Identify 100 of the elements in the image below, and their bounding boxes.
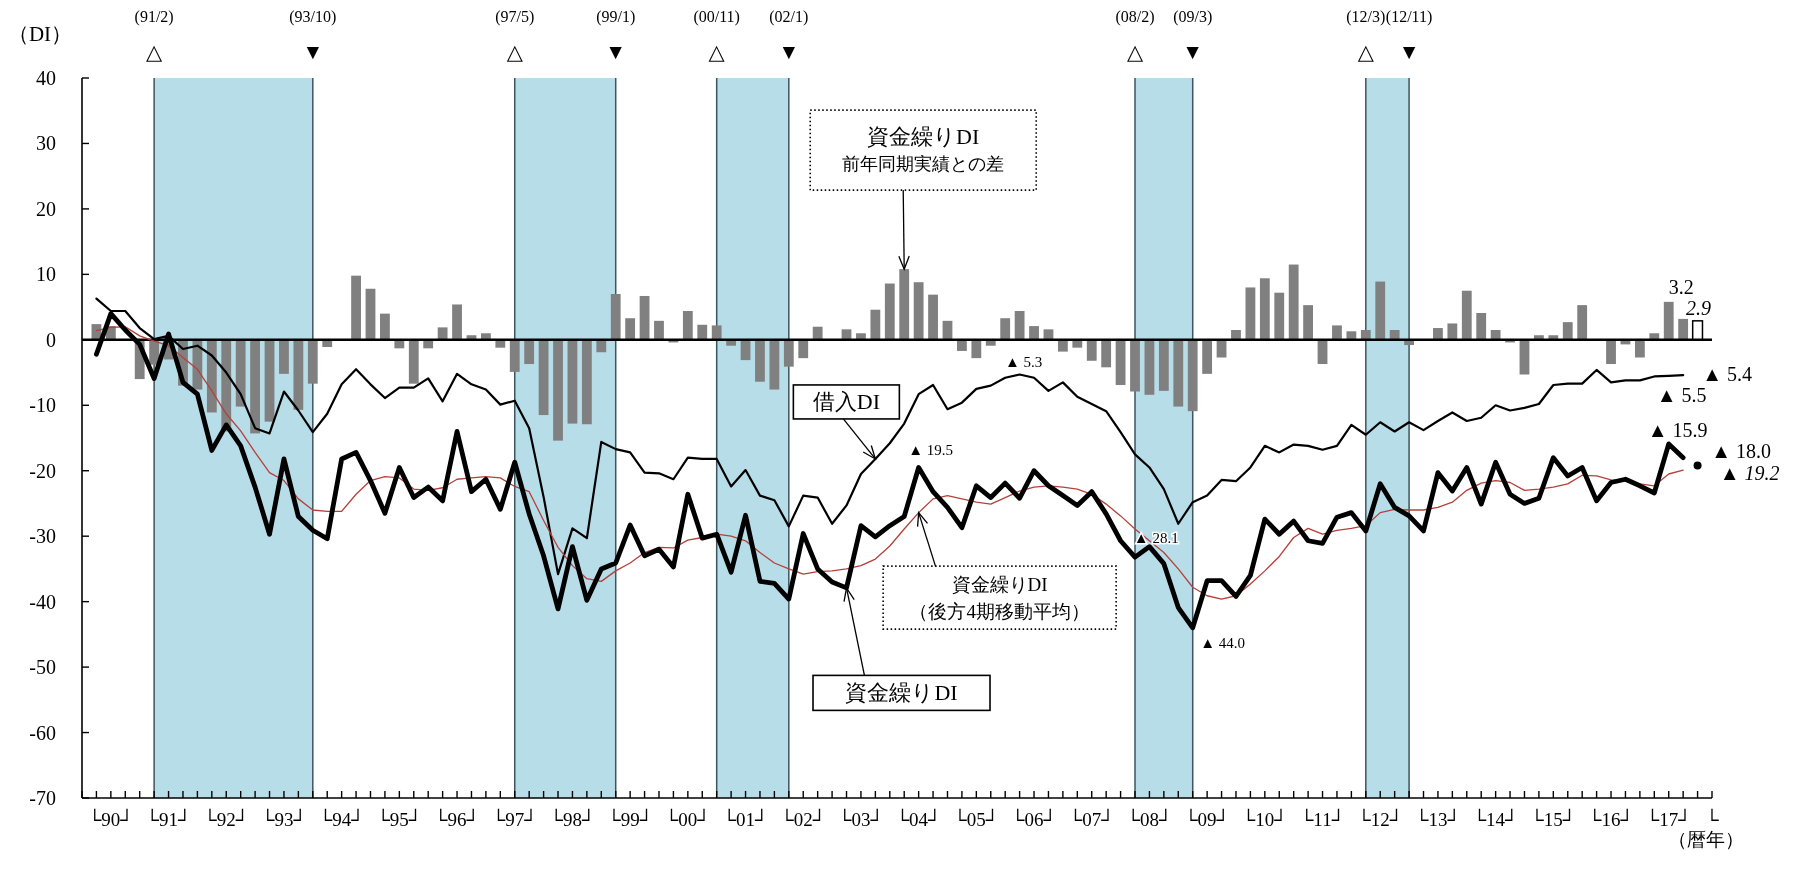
- bar: [1577, 305, 1588, 340]
- bar: [206, 339, 217, 413]
- x-tick-label: └13┘: [1414, 808, 1461, 830]
- annotation: 資金繰りDI 前年同期実績との差: [842, 124, 1005, 174]
- x-tick-label: └14┘: [1472, 808, 1519, 830]
- x-tick-label: └02┘: [780, 808, 827, 830]
- bar: [581, 339, 592, 425]
- bar: [1000, 318, 1011, 340]
- bar: [1389, 330, 1400, 340]
- bar: [625, 318, 636, 340]
- bar: [509, 339, 520, 372]
- ref-line-label: (02/1) ▼: [769, 8, 809, 64]
- bar: [1476, 312, 1487, 340]
- ref-line-label: (91/2) △: [134, 8, 174, 64]
- bar: [1303, 305, 1314, 340]
- bar: [1433, 328, 1443, 340]
- annotation: 3.2: [1668, 275, 1694, 298]
- annotation: ▲ 15.9: [1647, 418, 1708, 441]
- bar: [783, 339, 794, 367]
- x-tick-label: └96┘: [434, 808, 481, 830]
- bar: [293, 339, 304, 410]
- bar: [1461, 290, 1472, 340]
- y-tick-label: 10: [36, 263, 56, 286]
- bar: [1202, 339, 1213, 374]
- bar: [639, 295, 650, 340]
- bar: [1663, 301, 1674, 340]
- bar: [1173, 339, 1184, 407]
- bar: [654, 320, 664, 340]
- bar: [380, 313, 390, 340]
- bar: [279, 339, 289, 374]
- bar: [769, 339, 780, 390]
- ref-line-label: (08/2) △: [1115, 8, 1155, 64]
- ref-line-label: (93/10) ▼: [289, 8, 337, 64]
- bar: [235, 339, 246, 407]
- y-tick-label: 20: [36, 197, 56, 220]
- bar: [899, 269, 910, 340]
- x-tick-label: └03┘: [837, 808, 884, 830]
- bar: [957, 339, 967, 351]
- annotation: ▲ 5.5: [1656, 383, 1707, 406]
- ref-line-label: (00/11) △: [693, 8, 740, 64]
- x-tick-label: └: [1705, 808, 1720, 830]
- bar: [798, 339, 809, 359]
- bar: [755, 339, 765, 382]
- bar: [1231, 330, 1241, 340]
- bar: [1332, 325, 1342, 340]
- bar: [1144, 339, 1155, 395]
- bar: [1130, 339, 1140, 392]
- x-tick-label: └01┘: [722, 808, 769, 830]
- ref-line-label: (12/11) ▼: [1385, 8, 1433, 64]
- bar: [365, 288, 376, 340]
- bar: [711, 325, 722, 340]
- x-tick-label: └91┘: [145, 808, 192, 830]
- bar: [1029, 326, 1039, 340]
- ref-line-label: (09/3) ▼: [1173, 8, 1213, 64]
- y-tick-label: -30: [29, 525, 56, 548]
- bar: [1606, 339, 1616, 365]
- bar: [1245, 287, 1256, 340]
- bar: [1014, 311, 1025, 340]
- annotation: ▲ 5.4: [1702, 363, 1753, 386]
- annotation: ▲ 44.0: [1200, 634, 1246, 651]
- x-tick-label: └06┘: [1011, 808, 1057, 830]
- y-tick-label: 30: [36, 132, 56, 155]
- x-tick-label: └98┘: [549, 808, 596, 830]
- y-tick-label: 40: [36, 67, 56, 89]
- x-tick-label: └09┘: [1184, 808, 1231, 830]
- bar: [596, 339, 607, 353]
- bar: [1519, 339, 1530, 375]
- bar: [264, 339, 275, 422]
- x-tick-label: └94┘: [318, 808, 365, 830]
- x-axis-title: （暦年）: [1668, 829, 1744, 850]
- bar: [1101, 339, 1112, 368]
- bar: [913, 282, 924, 340]
- bar: [1187, 339, 1198, 412]
- annotation: 資金繰りDI: [845, 680, 958, 706]
- bar: [437, 327, 448, 340]
- bar: [1057, 339, 1068, 352]
- bar: [682, 311, 693, 340]
- bar: [1360, 330, 1371, 340]
- bar: [884, 283, 895, 340]
- x-tick-label: └10┘: [1241, 808, 1288, 830]
- ref-line-label: (12/3) △: [1346, 8, 1386, 64]
- x-tick-label: └12┘: [1357, 808, 1404, 830]
- bar: [1447, 323, 1458, 340]
- ref-line-label: (97/5) △: [495, 8, 535, 64]
- bar: [1086, 339, 1097, 361]
- y-tick-label: -60: [29, 721, 56, 744]
- y-tick-label: 0: [46, 328, 56, 351]
- ref-line-label: (99/1) ▼: [596, 8, 636, 64]
- annotation: ▲ 18.0: [1711, 439, 1772, 462]
- y-tick-label: -50: [29, 656, 56, 679]
- bar: [452, 304, 462, 340]
- x-tick-label: └99┘: [607, 808, 654, 830]
- bar: [1562, 322, 1573, 340]
- x-tick-label: └16┘: [1588, 808, 1634, 830]
- bar: [351, 275, 361, 340]
- bar: [1490, 330, 1501, 340]
- annotation: 資金繰りDI （後方4期移動平均）: [909, 573, 1090, 622]
- bar: [250, 339, 260, 434]
- y-tick-label: -70: [29, 787, 56, 809]
- annotation: ▲ 19.5: [908, 442, 954, 459]
